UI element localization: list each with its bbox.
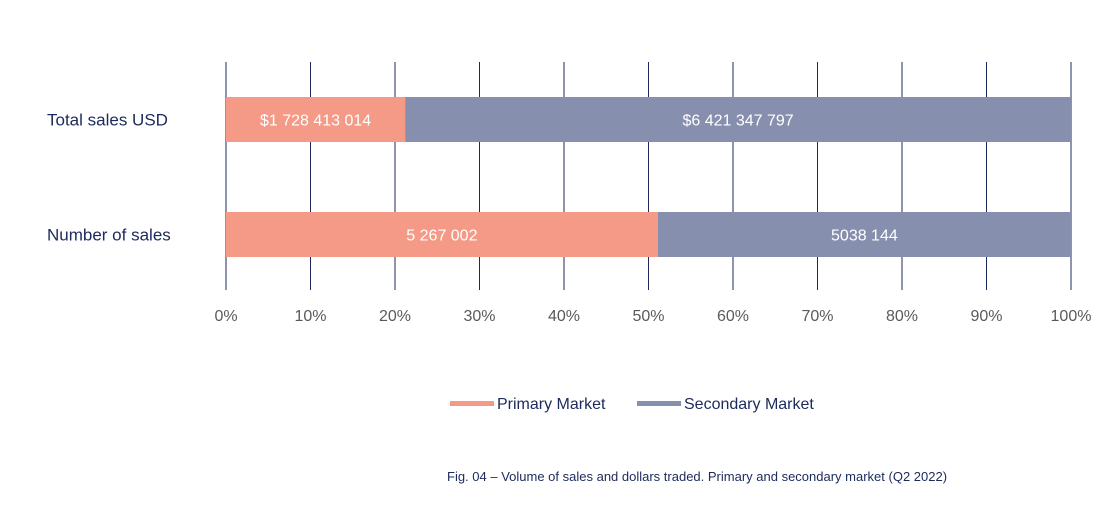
data-label: 5038 144 — [831, 228, 898, 245]
bar-segment — [657, 212, 1071, 257]
category-label: Total sales USD — [47, 111, 168, 130]
data-label: $6 421 347 797 — [682, 113, 793, 130]
category-label: Number of sales — [47, 226, 171, 245]
bar-segment — [226, 212, 658, 257]
labels: 0% 10% 20% 30% 40% 50% 60% 70% 80% 90% 100% Total s… — [47, 111, 1091, 326]
legend-swatch — [637, 401, 681, 406]
legend-label: Primary Market — [497, 396, 606, 413]
x-tick-label: 10% — [294, 308, 326, 325]
x-tick-label: 60% — [717, 308, 749, 325]
x-tick-label: 20% — [379, 308, 411, 325]
x-tick-label: 80% — [886, 308, 918, 325]
legend: Primary Market Secondary Market — [450, 396, 814, 413]
x-tick-label: 50% — [632, 308, 664, 325]
x-tick-label: 90% — [970, 308, 1002, 325]
x-tick-label: 0% — [214, 308, 237, 325]
bar-segment — [405, 97, 1071, 142]
figure-caption: Fig. 04 – Volume of sales and dollars tr… — [447, 469, 947, 484]
data-label: $1 728 413 014 — [260, 113, 371, 130]
legend-label: Secondary Market — [684, 396, 814, 413]
x-tick-label: 100% — [1051, 308, 1092, 325]
x-tick-label: 70% — [801, 308, 833, 325]
data-label: 5 267 002 — [406, 228, 477, 245]
bar-segment — [226, 97, 406, 142]
x-tick-label: 40% — [548, 308, 580, 325]
bars — [226, 97, 1071, 257]
x-tick-label: 30% — [463, 308, 495, 325]
legend-swatch — [450, 401, 494, 406]
